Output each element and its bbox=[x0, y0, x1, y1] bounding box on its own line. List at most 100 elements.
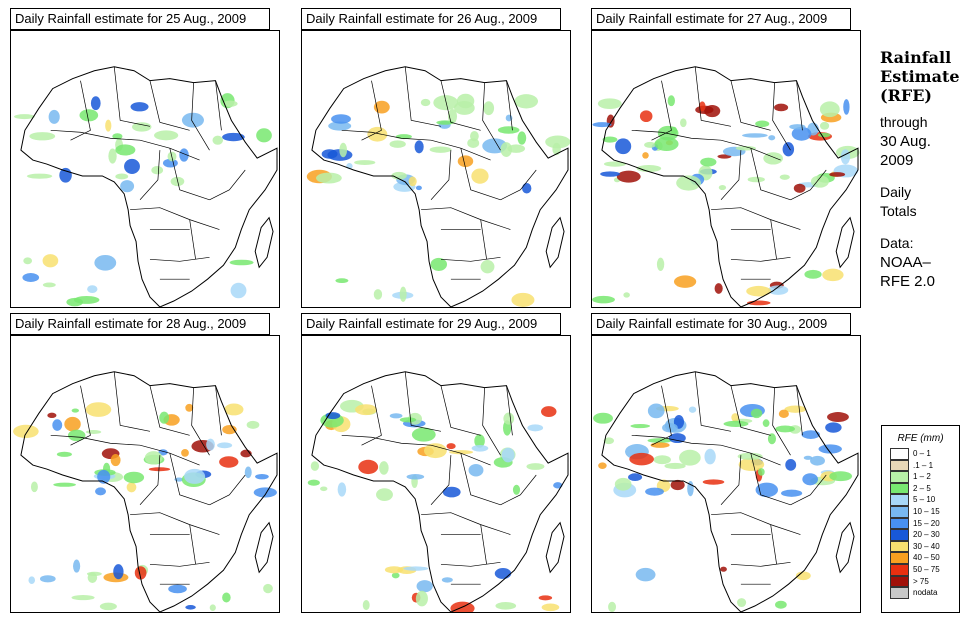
rain-cell bbox=[471, 168, 489, 184]
country-border bbox=[651, 80, 672, 141]
rain-cell bbox=[246, 420, 260, 429]
rain-cell bbox=[399, 286, 407, 302]
country-border bbox=[651, 385, 672, 446]
rain-cell bbox=[26, 173, 53, 179]
rain-cell bbox=[647, 438, 672, 443]
rain-cell bbox=[230, 282, 247, 299]
rain-cell bbox=[255, 474, 269, 480]
rain-cell bbox=[73, 559, 81, 573]
country-border bbox=[711, 207, 801, 230]
rain-cell bbox=[827, 412, 849, 422]
legend-swatch bbox=[890, 540, 909, 553]
rain-cell bbox=[263, 583, 273, 594]
rain-cell bbox=[779, 174, 790, 180]
rain-cell bbox=[768, 135, 776, 141]
country-border bbox=[506, 385, 513, 436]
rain-cell bbox=[79, 109, 99, 122]
rain-cell bbox=[471, 445, 489, 452]
rain-cell bbox=[47, 412, 57, 419]
rain-cell bbox=[819, 121, 830, 130]
rain-cell bbox=[367, 126, 388, 142]
legend-entry: 40 – 50 bbox=[882, 552, 959, 564]
country-border bbox=[139, 150, 161, 201]
madagascar-outline bbox=[254, 216, 274, 269]
rain-cell bbox=[97, 469, 111, 484]
country-border bbox=[772, 387, 791, 456]
africa-map bbox=[591, 30, 861, 308]
rain-cell bbox=[789, 124, 806, 130]
country-border bbox=[750, 148, 791, 201]
legend-swatch bbox=[890, 587, 909, 599]
rain-cell bbox=[53, 482, 76, 487]
rain-cell bbox=[468, 463, 484, 477]
rain-cell bbox=[793, 183, 806, 193]
rain-cell bbox=[120, 180, 135, 193]
rain-cell bbox=[774, 103, 789, 112]
source-line-1: NOAA– bbox=[880, 254, 931, 271]
rain-cell bbox=[819, 101, 840, 118]
rain-cell bbox=[217, 442, 233, 449]
rain-cell bbox=[829, 172, 846, 177]
africa-map bbox=[301, 335, 571, 613]
country-border bbox=[482, 387, 501, 456]
rain-cell bbox=[522, 182, 532, 194]
rain-cell bbox=[105, 119, 112, 132]
rain-cell bbox=[73, 295, 100, 304]
rain-cell bbox=[423, 443, 447, 459]
legend-entry: 30 – 40 bbox=[882, 540, 959, 553]
heading-line-1: Rainfall bbox=[880, 48, 952, 67]
rain-cell bbox=[209, 604, 216, 611]
country-border bbox=[169, 148, 210, 201]
country-border bbox=[770, 524, 777, 565]
rain-cell bbox=[680, 118, 687, 128]
rain-cell bbox=[630, 423, 651, 429]
africa-coastline bbox=[20, 371, 278, 612]
panel-title: Daily Rainfall estimate for 29 Aug., 200… bbox=[301, 313, 561, 335]
country-border bbox=[113, 66, 151, 127]
country-border bbox=[720, 455, 742, 506]
rain-cell bbox=[657, 125, 679, 141]
rain-cell bbox=[222, 592, 231, 603]
rain-cell bbox=[144, 451, 163, 465]
country-border bbox=[440, 385, 481, 436]
country-border bbox=[215, 80, 222, 131]
rain-cell bbox=[541, 603, 560, 612]
africa-coastline bbox=[311, 66, 569, 307]
rain-cell bbox=[670, 479, 685, 491]
rain-cell bbox=[647, 403, 665, 419]
rain-cell bbox=[448, 450, 474, 455]
rain-cell bbox=[87, 285, 98, 293]
madagascar-outline bbox=[545, 216, 565, 269]
rain-cell bbox=[59, 167, 72, 183]
country-border bbox=[404, 66, 442, 127]
rain-cell bbox=[337, 482, 347, 497]
rain-cell bbox=[494, 567, 512, 579]
rain-cell bbox=[389, 140, 406, 148]
rain-cell bbox=[13, 424, 39, 439]
country-border bbox=[70, 385, 91, 446]
country-border bbox=[50, 129, 141, 141]
rain-cell bbox=[456, 93, 475, 109]
rain-cell bbox=[767, 433, 777, 445]
rain-cell bbox=[738, 457, 765, 472]
country-border bbox=[730, 385, 771, 436]
rain-cell bbox=[526, 463, 545, 470]
rain-cell bbox=[784, 405, 807, 413]
africa-coastline bbox=[20, 66, 278, 307]
rain-cell bbox=[791, 126, 812, 141]
legend-label: .1 – 1 bbox=[913, 460, 934, 470]
rain-cell bbox=[339, 142, 348, 158]
rain-cell bbox=[224, 403, 244, 416]
rain-cell bbox=[115, 144, 136, 156]
legend-label: > 75 bbox=[913, 576, 929, 586]
totals-label: Totals bbox=[880, 203, 917, 219]
rain-cell bbox=[614, 477, 632, 491]
rain-cell bbox=[775, 600, 787, 609]
rain-cell bbox=[668, 433, 686, 444]
rain-cell bbox=[222, 132, 245, 142]
rain-cell bbox=[130, 102, 149, 112]
rain-cell bbox=[411, 427, 436, 442]
rain-cell bbox=[71, 408, 79, 413]
rain-cell bbox=[154, 130, 179, 141]
